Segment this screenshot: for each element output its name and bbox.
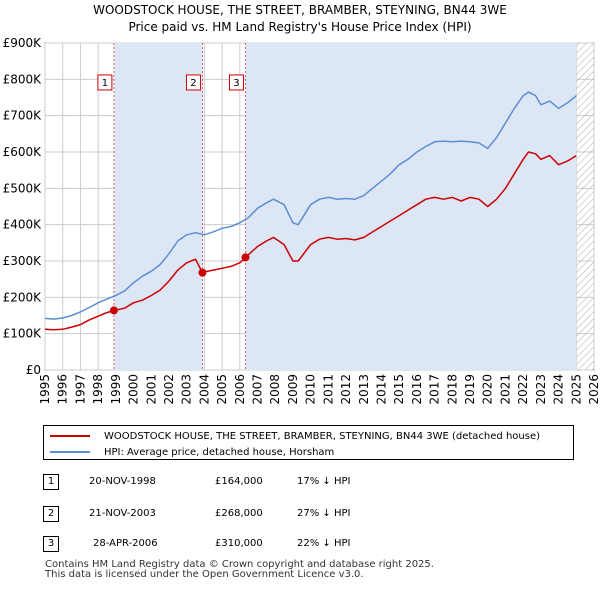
x-tick-label: 2024 <box>552 374 566 405</box>
x-tick-label: 2014 <box>374 374 388 405</box>
y-tick-label: £300K <box>3 254 43 268</box>
x-tick-label: 2025 <box>569 374 583 405</box>
sale-price: £310,000 <box>215 538 263 549</box>
x-tick-label: 2026 <box>587 374 600 405</box>
sale-marker <box>198 268 207 277</box>
x-tick-label: 1998 <box>91 374 105 405</box>
x-tick-label: 2011 <box>321 374 335 405</box>
x-axis-ticks: 1995 1996 1997 1998 1999 2000 2001 2002 2003 2004… <box>38 374 600 405</box>
x-tick-label: 2008 <box>268 374 282 405</box>
footer-line1: Contains HM Land Registry data © Crown c… <box>45 559 434 570</box>
legend-label-hpi: HPI: Average price, detached house, Hors… <box>104 446 335 458</box>
sale-number: 2 <box>43 506 59 522</box>
x-tick-label: 2000 <box>127 374 141 405</box>
legend-swatch-hpi <box>50 451 90 453</box>
y-tick-label: £100K <box>3 327 43 341</box>
x-tick-label: 2003 <box>180 374 194 405</box>
sale-period-shade <box>113 43 203 370</box>
x-tick-label: 1997 <box>73 374 87 405</box>
sale-box-label: 1 <box>102 78 108 89</box>
sale-shaded-regions <box>113 43 594 370</box>
sale-number: 3 <box>43 536 59 552</box>
sale-box <box>97 74 113 91</box>
sale-price: £268,000 <box>215 508 263 519</box>
x-tick-label: 2007 <box>251 374 265 405</box>
sale-box <box>185 74 201 91</box>
x-tick-label: 2010 <box>304 374 318 405</box>
x-tick-label: 2009 <box>286 374 300 405</box>
sale-box-label: 3 <box>233 78 239 89</box>
y-tick-label: £500K <box>3 181 43 195</box>
y-tick-label: £900K <box>3 36 43 50</box>
sale-date: 28-APR-2006 <box>93 538 158 549</box>
x-tick-label: 1995 <box>38 374 52 405</box>
sale-date: 21-NOV-2003 <box>89 508 156 519</box>
chart-title: WOODSTOCK HOUSE, THE STREET, BRAMBER, ST… <box>0 2 600 36</box>
legend-label-property: WOODSTOCK HOUSE, THE STREET, BRAMBER, ST… <box>104 430 541 442</box>
x-tick-label: 2018 <box>445 374 459 405</box>
footer-attribution: Contains HM Land Registry data © Crown c… <box>45 560 434 580</box>
x-tick-label: 2021 <box>498 374 512 405</box>
y-tick-label: £700K <box>3 109 43 123</box>
future-hatch <box>576 43 594 370</box>
hpi-line <box>44 91 577 320</box>
chart-title-line2: Price paid vs. HM Land Registry's House … <box>128 20 472 34</box>
sale-hpi-diff: 22% ↓ HPI <box>297 538 351 549</box>
legend-swatch-property <box>50 435 90 437</box>
sale-box <box>228 74 244 91</box>
x-tick-label: 2023 <box>534 374 548 405</box>
sale-hpi-diff: 17% ↓ HPI <box>297 476 351 487</box>
x-tick-label: 2013 <box>357 374 371 405</box>
x-tick-label: 2017 <box>428 374 442 405</box>
x-tick-label: 2001 <box>144 374 158 405</box>
sale-box-label: 2 <box>190 78 196 89</box>
sale-number: 1 <box>43 474 59 490</box>
legend-item-hpi: HPI: Average price, detached house, Hors… <box>50 444 334 460</box>
y-axis-ticks: £0 £100K £200K £300K £400K £500K £600K £700K £80… <box>3 36 43 377</box>
sale-marker <box>109 306 118 315</box>
x-tick-label: 2004 <box>197 374 211 405</box>
x-tick-label: 2020 <box>481 374 495 405</box>
sale-vertical-lines <box>113 43 246 370</box>
x-tick-label: 2015 <box>392 374 406 405</box>
x-tick-label: 1996 <box>56 374 70 405</box>
x-tick-label: 2006 <box>233 374 247 405</box>
y-tick-label: £800K <box>3 72 43 86</box>
sale-period-shade <box>245 43 577 370</box>
chart-title-line1: WOODSTOCK HOUSE, THE STREET, BRAMBER, ST… <box>93 3 507 17</box>
y-tick-label: £600K <box>3 145 43 159</box>
price-chart: 1 2 3 £0 £100K £200K £300K £400K £500K £600K £700… <box>3 36 600 405</box>
sale-price: £164,000 <box>215 476 263 487</box>
y-tick-label: £400K <box>3 218 43 232</box>
x-tick-label: 1999 <box>109 374 123 405</box>
footer-line2: This data is licensed under the Open Gov… <box>45 569 364 580</box>
sale-date: 20-NOV-1998 <box>89 476 156 487</box>
chart-series <box>44 91 577 331</box>
x-tick-label: 2016 <box>410 374 424 405</box>
sale-marker <box>241 253 250 262</box>
sale-hpi-diff: 27% ↓ HPI <box>297 508 351 519</box>
legend-item-property: WOODSTOCK HOUSE, THE STREET, BRAMBER, ST… <box>50 428 540 444</box>
x-tick-label: 2019 <box>463 374 477 405</box>
property-price-line <box>44 151 577 331</box>
x-tick-label: 2022 <box>516 374 530 405</box>
sale-number-boxes: 1 2 3 <box>97 74 244 91</box>
x-tick-label: 2012 <box>339 374 353 405</box>
x-tick-label: 2002 <box>162 374 176 405</box>
y-tick-label: £0 <box>26 363 41 377</box>
y-tick-label: £200K <box>3 290 43 304</box>
x-tick-label: 2005 <box>215 374 229 405</box>
sale-markers <box>109 253 250 315</box>
chart-legend: WOODSTOCK HOUSE, THE STREET, BRAMBER, ST… <box>43 425 574 460</box>
